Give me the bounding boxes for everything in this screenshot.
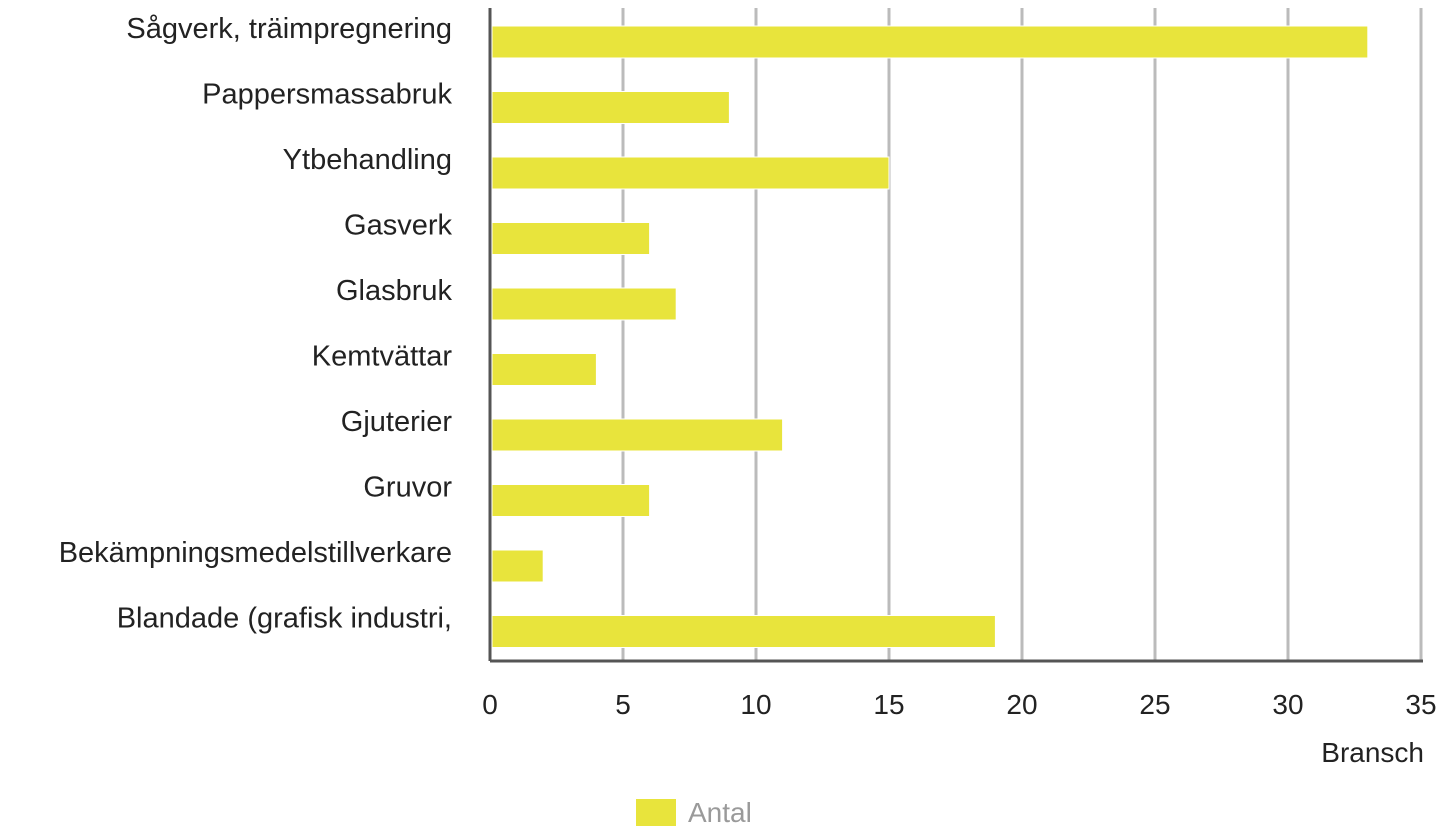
- legend-label: Antal: [688, 797, 752, 826]
- bars: [491, 25, 1369, 648]
- bar-3: [491, 222, 651, 255]
- gridlines: [621, 8, 1423, 661]
- category-label-6: Gjuterier: [341, 406, 453, 438]
- category-label-4: Glasbruk: [336, 275, 453, 307]
- x-tick-label-35: 35: [1405, 689, 1436, 720]
- bar-8: [491, 549, 544, 583]
- x-tick-labels: 0 5 10 15 20 25 30 35: [482, 689, 1436, 720]
- x-tick-label-30: 30: [1272, 689, 1303, 720]
- bar-6: [491, 418, 784, 452]
- category-label-2: Ytbehandling: [283, 144, 452, 176]
- x-tick-label-0: 0: [482, 689, 498, 720]
- category-label-0: Sågverk, träimpregnering: [126, 13, 452, 45]
- axes: [488, 8, 1423, 663]
- legend: Antal: [636, 797, 752, 826]
- x-tick-label-25: 25: [1139, 689, 1170, 720]
- x-tick-label-20: 20: [1006, 689, 1037, 720]
- x-tick-label-5: 5: [615, 689, 631, 720]
- x-tick-label-10: 10: [740, 689, 771, 720]
- bar-5: [491, 353, 597, 386]
- bar-0: [491, 25, 1369, 59]
- bar-1: [491, 91, 730, 124]
- bar-9: [491, 615, 996, 648]
- category-labels: Sågverk, träimpregnering Pappersmassabruk…: [59, 13, 453, 635]
- bar-2: [491, 156, 890, 190]
- bar-4: [491, 287, 677, 321]
- x-tick-label-15: 15: [873, 689, 904, 720]
- category-label-1: Pappersmassabruk: [202, 79, 452, 111]
- category-label-3: Gasverk: [344, 210, 452, 242]
- legend-swatch: [636, 799, 676, 826]
- bar-7: [491, 484, 651, 517]
- category-label-5: Kemtvättar: [312, 341, 453, 373]
- category-label-9: Blandade (grafisk industri,: [117, 603, 452, 635]
- x-axis-title: Bransch: [1321, 737, 1424, 768]
- category-label-8: Bekämpningsmedelstillverkare: [59, 537, 452, 569]
- category-label-7: Gruvor: [363, 472, 452, 504]
